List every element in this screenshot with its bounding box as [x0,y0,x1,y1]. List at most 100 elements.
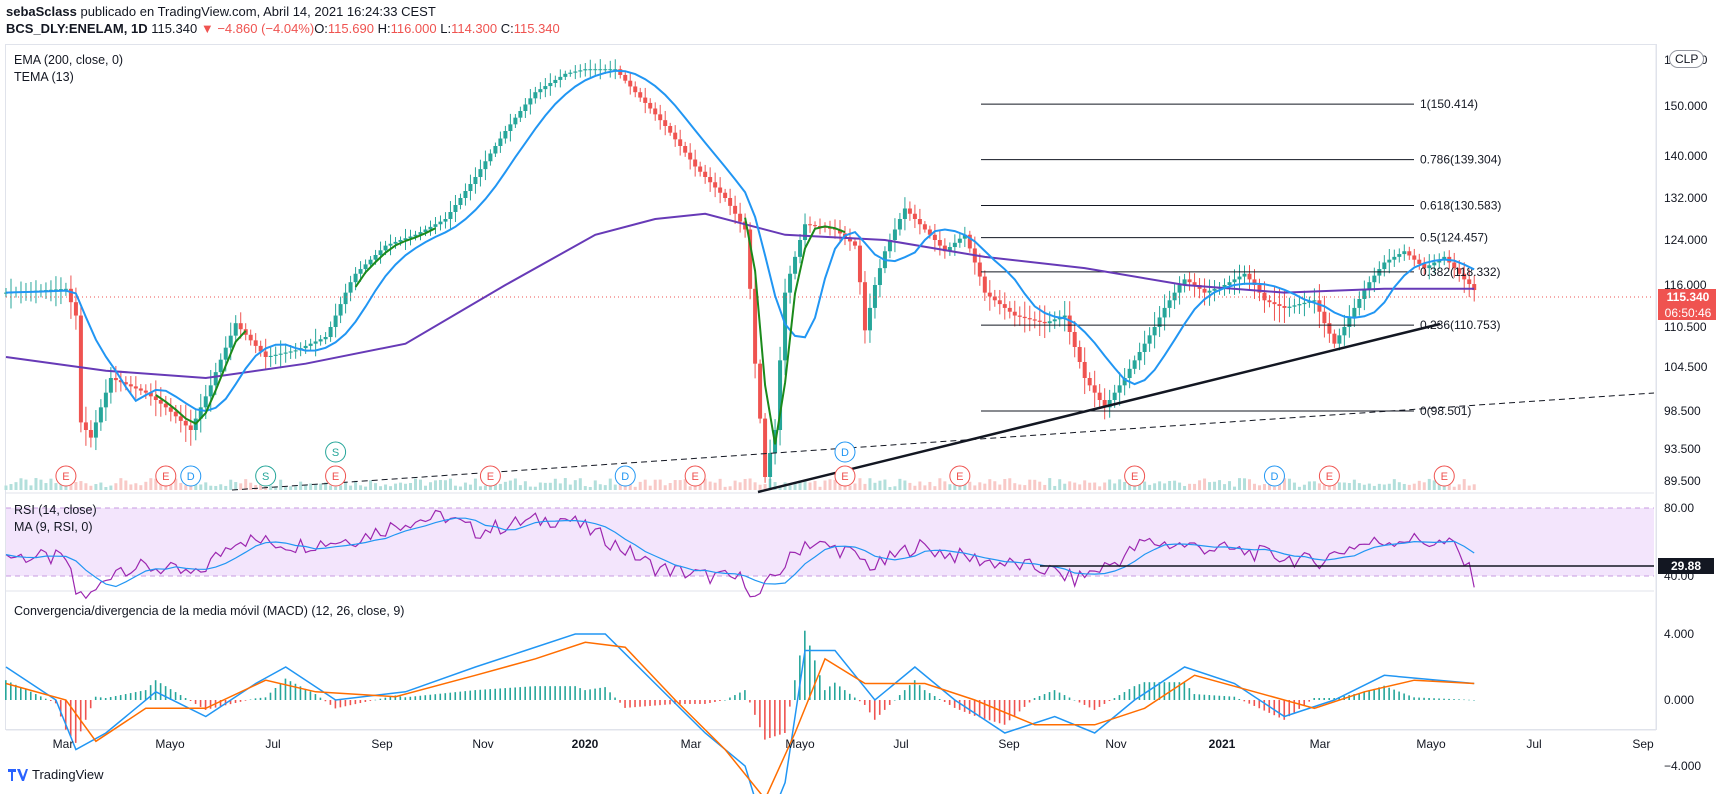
macd-hist-bar [139,691,142,700]
candle-body [877,268,882,285]
macd-hist-bar [499,688,501,700]
rsi-line[interactable] [5,509,1475,600]
fibonacci-retracement[interactable]: 1(150.414) 0.786(139.304) 0.618(130.583) 0.… [981,97,1501,418]
volume-bar [518,485,522,490]
event-marker-d[interactable]: D [180,465,202,487]
legend-rsi-ma[interactable]: MA (9, RSI, 0) [14,520,93,534]
macd-hist-bar [594,688,596,700]
fast-ma-line[interactable] [5,69,1475,413]
author-name[interactable]: sebaSclass [6,4,77,19]
time-tick-label: Sep [1632,737,1654,751]
symbol-label[interactable]: BCS_DLY:ENELAM, 1D [6,21,148,36]
volume-bar [663,485,667,490]
price-axis[interactable]: 160.000150.000140.000132.000124.000116.0… [1664,53,1708,773]
volume-bar [528,486,532,490]
tema-line-segment[interactable] [354,227,436,288]
macd-hist-bar [1458,699,1460,700]
legend-macd[interactable]: Convergencia/divergencia de la media móv… [14,604,404,618]
event-marker-d[interactable]: D [1263,465,1285,487]
open-label: O: [314,21,328,36]
ema200-line[interactable] [5,212,1475,380]
volume-bar [1402,483,1406,490]
candle-body [1017,315,1022,317]
tema-line[interactable] [744,217,846,445]
volume-bar [853,483,857,490]
macd-line[interactable] [5,633,1475,794]
event-marker-s[interactable]: S [325,441,347,463]
macd-hist-bar [69,700,72,737]
volume-bar [743,478,747,490]
volume-bar [229,479,233,490]
macd-hist-bar [644,700,646,707]
candle-body [323,337,328,340]
event-marker-e[interactable]: E [1318,465,1340,487]
event-marker-e[interactable]: E [684,465,706,487]
volume-bar [1008,478,1012,490]
macd-hist-bar [1313,698,1316,700]
volume-bar [653,479,657,490]
candle-body [867,307,872,331]
legend-ema200[interactable]: EMA (200, close, 0) [14,53,123,67]
candle-body [263,351,268,357]
volume-bar [958,485,962,490]
event-marker-e[interactable]: E [949,465,971,487]
macd-hist-bar [549,686,551,700]
volume-bar [833,479,837,490]
rsi-ma-line[interactable] [5,517,1475,588]
event-marker-e[interactable]: E [325,465,347,487]
event-marker-e[interactable]: E [155,465,177,487]
signal-line[interactable] [5,641,1475,794]
macd-hist-bar [1453,699,1455,700]
candle-body [1462,273,1467,280]
time-axis[interactable]: Mar Mayo Jul Sep Nov 2020 Mar Mayo Jul Sep Nov 2021… [53,737,1654,751]
macd-hist-bar [704,700,706,704]
volume-bar [1297,486,1301,490]
volume-bar [523,481,527,490]
volume-bar [1138,483,1142,490]
event-marker-e[interactable]: E [834,465,856,487]
candle-body [348,282,353,293]
event-marker-e[interactable]: E [1433,465,1455,487]
macd-hist-bar [614,697,616,700]
dashed-trendline[interactable] [231,392,1655,491]
event-marker-d[interactable]: D [614,465,636,487]
macd-hist-bar [863,700,866,705]
macd-hist-bar [624,700,626,708]
currency-badge[interactable]: CLP [1669,50,1705,68]
event-marker-e[interactable]: E [55,465,77,487]
volume-bar [369,480,373,490]
event-marker-label: D [841,447,849,459]
candle-body [957,238,962,243]
legend-tema[interactable]: TEMA (13) [14,70,74,84]
candle-body [1092,385,1097,393]
legend-rsi[interactable]: RSI (14, close) [14,503,97,517]
volume-bar [1242,478,1246,490]
macd-hist-bar [89,700,92,709]
volume-bar [538,482,542,490]
event-marker-e[interactable]: E [479,465,501,487]
event-marker-d[interactable]: D [834,441,856,463]
volume-bar [399,482,403,490]
candle-body [763,418,768,477]
event-marker-s[interactable]: S [255,465,277,487]
macd-hist-bar [629,700,631,708]
publish-line: sebaSclass publicado en TradingView.com,… [6,4,436,19]
volume-bar [254,484,258,490]
volume-bar [1392,479,1396,490]
candle-body [1412,255,1417,260]
volume-bar [1357,483,1361,490]
candle-body [1132,360,1137,369]
footer-brand[interactable]: TradingView [8,767,104,782]
support-trendline[interactable] [757,322,1441,494]
tema-line-segment[interactable] [155,330,247,425]
candle-body [1037,320,1042,322]
event-marker-e[interactable]: E [1124,465,1146,487]
volume-bar [54,483,58,490]
candle-body [1207,290,1212,293]
macd-hist-bar [174,692,177,700]
candle-body [428,226,433,230]
macd-hist-bar [189,700,192,701]
event-markers[interactable]: E E D S ESE D E EDE E D E E [55,441,1455,487]
macd-hist-bar [204,700,207,710]
